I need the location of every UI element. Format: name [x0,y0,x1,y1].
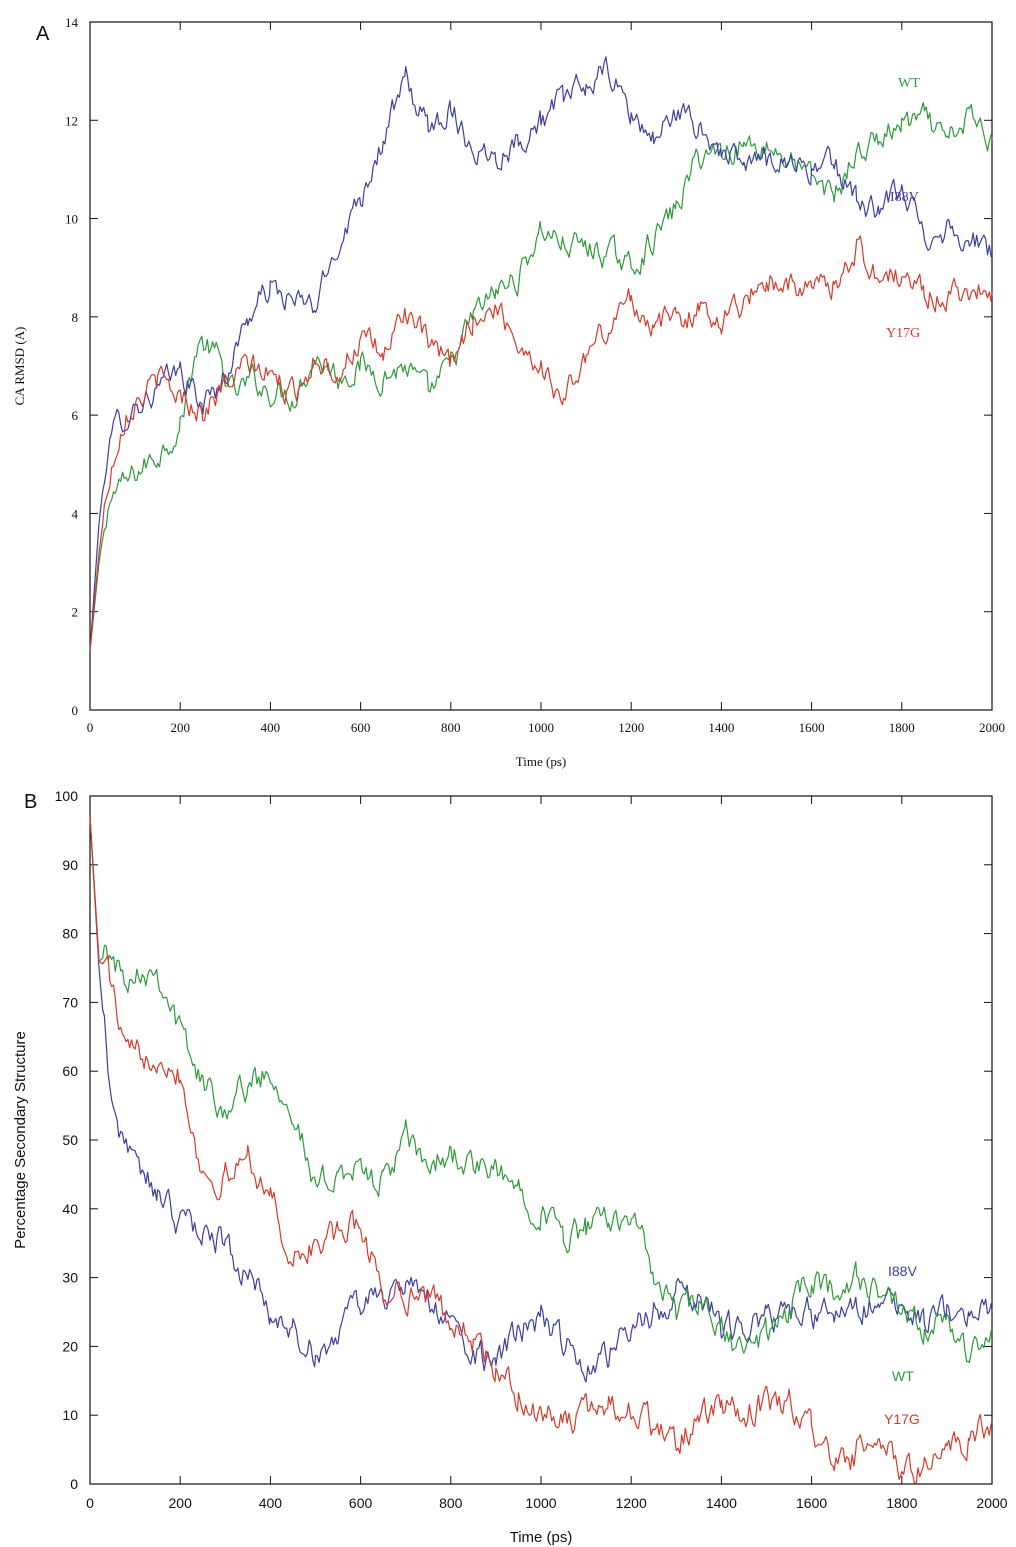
panel-b-y-tick-label: 80 [62,926,78,942]
panel-a-wt-label: WT [898,76,920,91]
panel-b-x-tick-label: 1000 [525,1495,556,1511]
panel-b-label: B [24,791,37,813]
panel-b-y-tick-label: 100 [55,788,79,804]
panel-b-x-tick-label: 400 [259,1495,283,1511]
panel-a-x-axis-label: Time (ps) [516,754,566,769]
panel-b-y-tick-label: 10 [62,1407,78,1423]
panel-b-x-tick-label: 1400 [706,1495,737,1511]
panel-b-x-tick-label: 1200 [616,1495,647,1511]
panel-b-y-tick-label: 40 [62,1201,78,1217]
panel-a-x-tick-label: 400 [261,720,281,735]
panel-a-i88v-label: I88V [890,190,919,205]
panel-b-x-tick-label: 1800 [886,1495,917,1511]
panel-b-x-tick-label: 2000 [976,1495,1007,1511]
panel-b-wt-label: WT [892,1368,914,1384]
panel-a-y-axis-label: CA RMSD (A) [12,327,27,406]
panel-a-y-tick-label: 6 [72,408,79,423]
panel-a-series-wt-line [89,102,993,652]
panel-a-y-tick-label: 4 [72,506,79,521]
panel-b-y-tick-label: 70 [62,994,78,1010]
panel-a-chart: A 0 200 400 600 800 1000 1200 1400 1600 1800 20000… [12,15,1005,769]
panel-a-x-tick-label: 800 [441,720,461,735]
panel-a-label: A [36,23,50,45]
panel-b-y-tick-label: 0 [70,1476,78,1492]
panel-a-x-tick-label: 200 [170,720,190,735]
panel-b-axes: 0 200 400 600 800 1000 1200 1400 1600 1800 2000 0 10… [55,788,1008,1511]
panel-a-x-tick-label: 1200 [618,720,644,735]
panel-b-plot-frame [89,795,993,1485]
panel-b-y-tick-label: 60 [62,1063,78,1079]
panel-b-series [89,816,993,1484]
panel-a-y-tick-label: 14 [65,15,79,30]
panel-a-series-y17g-line [89,235,993,652]
panel-b-y17g-label: Y17G [884,1411,920,1427]
panel-b-x-tick-label: 0 [86,1495,94,1511]
panel-a-axes: 0 200 400 600 800 1000 1200 1400 1600 1800 2000 0 2 4… [65,15,1005,735]
panel-b-y-tick-label: 50 [62,1132,78,1148]
panel-b-y-tick-label: 20 [62,1338,78,1354]
panel-a-x-tick-label: 1800 [889,720,915,735]
panel-b-chart: B 0 200 400 600 800 1000 1200 1400 1600 1800 20000… [12,788,1008,1546]
panel-b-i88v-label: I88V [888,1263,917,1279]
panel-b-x-axis-label: Time (ps) [510,1529,573,1546]
panel-b-series-y17g-line [89,816,993,1484]
panel-b-y-tick-label: 90 [62,857,78,873]
panel-a-y17g-label: Y17G [886,326,920,341]
panel-b-x-tick-label: 800 [439,1495,463,1511]
panel-a-y-tick-label: 8 [72,310,79,325]
panel-a-series-i88v-line [89,56,993,652]
panel-a-y-tick-label: 0 [72,703,79,718]
panel-b-series-wt-line [89,816,993,1364]
panel-a-y-tick-label: 12 [65,113,78,128]
panel-a-x-tick-label: 600 [351,720,371,735]
panel-b-x-tick-label: 200 [169,1495,193,1511]
panel-b-y-axis-label: Percentage Secondary Structure [12,1031,29,1249]
panel-b-x-tick-label: 600 [349,1495,373,1511]
panel-b-series-i88v-line [89,816,993,1383]
panel-a-x-tick-label: 1400 [708,720,734,735]
panel-a-x-tick-label: 1000 [528,720,554,735]
panel-a-y-tick-label: 10 [65,212,78,227]
panel-b-x-tick-label: 1600 [796,1495,827,1511]
panel-b-y-tick-label: 30 [62,1270,78,1286]
panel-a-x-tick-label: 2000 [979,720,1005,735]
panel-a-y-tick-label: 2 [72,605,79,620]
panel-a-series [89,56,993,652]
panel-a-x-tick-label: 1600 [799,720,825,735]
panel-a-x-tick-label: 0 [87,720,94,735]
